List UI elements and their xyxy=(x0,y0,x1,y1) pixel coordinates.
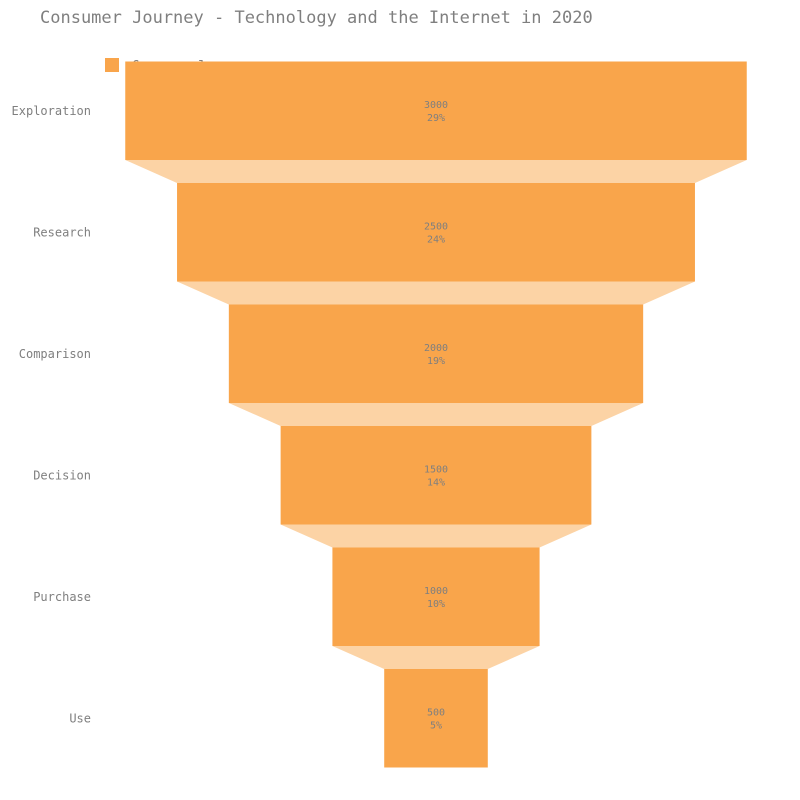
funnel-bar[interactable] xyxy=(177,183,695,282)
funnel-bar[interactable] xyxy=(332,547,540,647)
value-label: 1000 xyxy=(424,586,448,597)
value-label: 1500 xyxy=(424,464,448,475)
category-label: Comparison xyxy=(19,347,91,361)
value-label: 500 xyxy=(427,707,445,718)
funnel-connector xyxy=(280,524,592,548)
funnel-labels: Exploration 3000 29% Research 2500 24% Compari… xyxy=(12,100,449,732)
funnel-bar[interactable] xyxy=(228,304,644,404)
percent-label: 5% xyxy=(430,720,442,731)
category-label: Use xyxy=(69,711,91,725)
chart-title: Consumer Journey - Technology and the In… xyxy=(40,8,593,28)
legend-swatch xyxy=(105,57,119,72)
category-label: Exploration xyxy=(12,104,91,118)
funnel-connectors xyxy=(125,160,747,669)
percent-label: 10% xyxy=(427,599,445,610)
percent-label: 24% xyxy=(427,234,445,245)
funnel-bar[interactable] xyxy=(384,669,488,768)
value-label: 3000 xyxy=(424,100,448,111)
category-label: Decision xyxy=(33,468,91,482)
funnel-connector xyxy=(228,403,644,426)
percent-label: 29% xyxy=(427,113,445,124)
funnel-connector xyxy=(332,646,540,669)
funnel-bar[interactable] xyxy=(125,61,747,161)
value-label: 2500 xyxy=(424,221,448,232)
category-label: Purchase xyxy=(33,590,91,604)
funnel-bar[interactable] xyxy=(280,426,592,525)
value-label: 2000 xyxy=(424,343,448,354)
percent-label: 14% xyxy=(427,477,445,488)
percent-label: 19% xyxy=(427,356,445,367)
funnel-connector xyxy=(177,281,695,305)
category-label: Research xyxy=(33,225,91,239)
funnel-connector xyxy=(125,160,747,183)
funnel-bars xyxy=(125,61,747,768)
